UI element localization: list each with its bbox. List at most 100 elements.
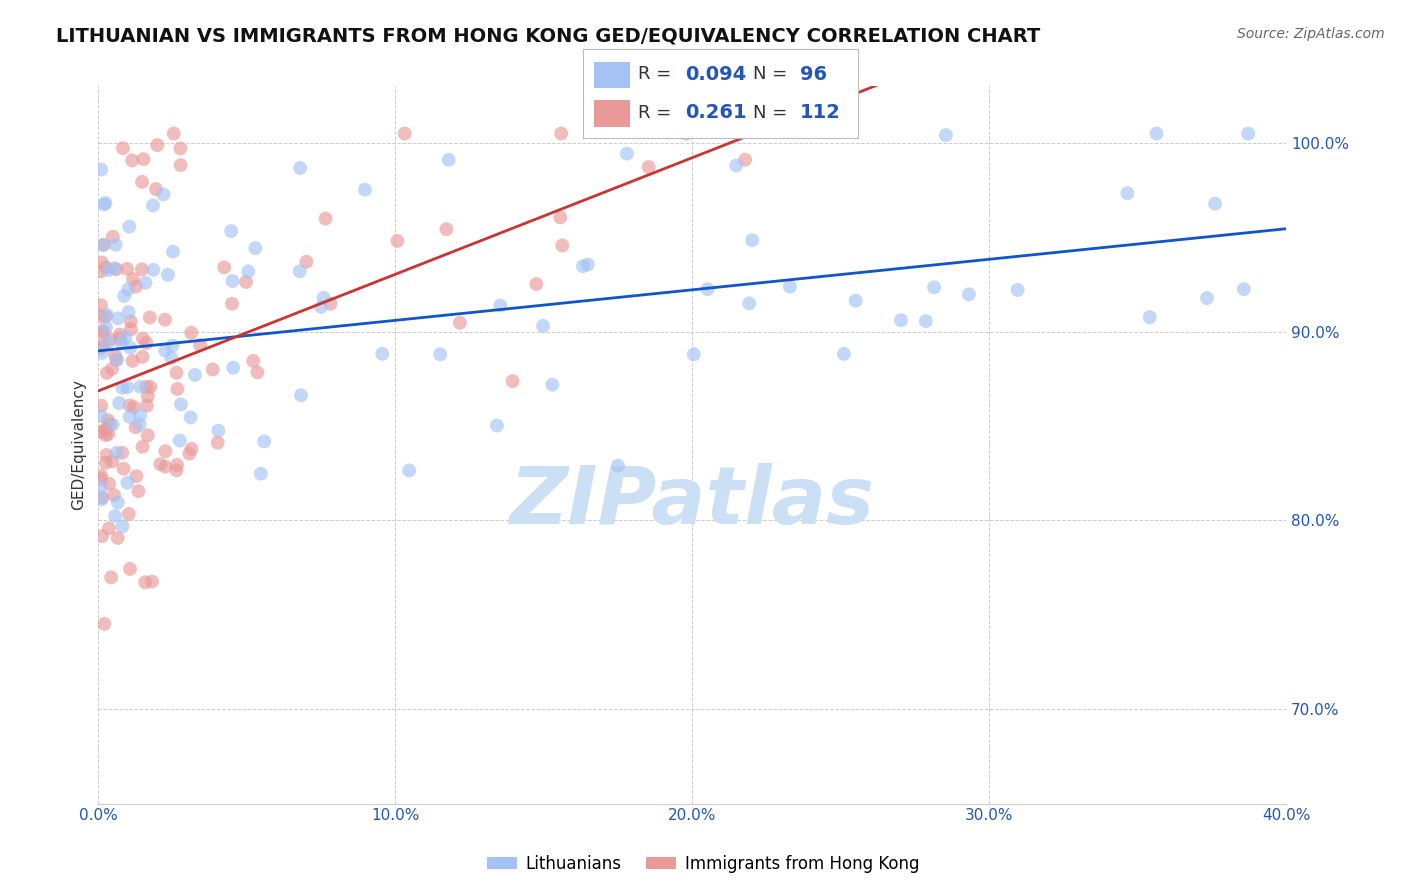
Point [114, 330, 136, 344]
Point [184, 368, 207, 382]
Point [309, 300, 332, 314]
Point [104, 237, 127, 252]
Point [111, 519, 134, 533]
Point [180, 442, 202, 456]
Point [104, 508, 127, 523]
Point [91, 237, 114, 252]
Point [398, 463, 420, 477]
Point [93, 616, 115, 631]
Point [637, 160, 659, 174]
Point [91, 339, 114, 353]
Point [245, 241, 267, 255]
Point [207, 435, 229, 450]
Point [100, 570, 122, 584]
Point [253, 434, 276, 449]
Text: LITHUANIAN VS IMMIGRANTS FROM HONG KONG GED/EQUIVALENCY CORRELATION CHART: LITHUANIAN VS IMMIGRANTS FROM HONG KONG … [56, 27, 1040, 45]
Point [246, 366, 269, 380]
Point [90, 341, 112, 355]
Point [110, 335, 132, 350]
Point [915, 314, 938, 328]
Point [128, 417, 150, 432]
Point [682, 347, 704, 361]
Point [129, 380, 152, 394]
Point [91, 490, 114, 504]
Point [155, 459, 177, 474]
Point [207, 424, 229, 438]
Point [101, 362, 124, 376]
Point [142, 263, 165, 277]
Text: R =: R = [638, 65, 678, 84]
Point [541, 377, 564, 392]
Point [139, 380, 162, 394]
Point [90, 255, 112, 269]
Point [295, 255, 318, 269]
Point [222, 360, 245, 375]
Point [97, 413, 120, 427]
Point [696, 282, 718, 296]
Point [112, 289, 135, 303]
Point [180, 410, 202, 425]
Point [100, 333, 122, 347]
Point [94, 428, 117, 442]
Point [1116, 186, 1139, 201]
Point [429, 347, 451, 361]
Point [91, 326, 114, 341]
Point [118, 507, 141, 521]
Point [890, 313, 912, 327]
Point [449, 316, 471, 330]
Point [124, 420, 146, 434]
Point [118, 219, 141, 234]
Point [93, 238, 115, 252]
Point [132, 332, 155, 346]
Legend: Lithuanians, Immigrants from Hong Kong: Lithuanians, Immigrants from Hong Kong [481, 848, 925, 880]
Point [235, 275, 257, 289]
Point [163, 127, 186, 141]
Point [120, 341, 142, 355]
Point [153, 312, 176, 326]
Point [105, 446, 128, 460]
Point [550, 211, 572, 225]
Point [238, 264, 260, 278]
Point [162, 339, 184, 353]
Point [91, 529, 114, 543]
Point [90, 298, 112, 312]
Point [935, 128, 957, 143]
Point [1195, 291, 1218, 305]
Point [118, 398, 141, 412]
Point [437, 153, 460, 167]
Text: N =: N = [754, 103, 793, 122]
Point [122, 272, 145, 286]
Point [90, 162, 112, 177]
Point [149, 457, 172, 471]
Point [111, 381, 134, 395]
Point [166, 458, 188, 472]
Point [179, 447, 201, 461]
Point [135, 380, 157, 394]
Point [90, 480, 112, 494]
Point [832, 347, 855, 361]
Point [97, 335, 120, 350]
Point [169, 158, 191, 172]
Point [134, 575, 156, 590]
Point [201, 362, 224, 376]
Point [90, 399, 112, 413]
Point [122, 400, 145, 414]
Point [97, 521, 120, 535]
Point [169, 434, 191, 448]
Point [141, 574, 163, 589]
Point [117, 305, 139, 319]
Point [105, 352, 128, 367]
Point [136, 428, 159, 442]
Point [170, 397, 193, 411]
Text: R =: R = [638, 103, 678, 122]
Point [108, 327, 131, 342]
Point [121, 354, 143, 368]
Y-axis label: GED/Equivalency: GED/Equivalency [72, 380, 86, 510]
Text: 112: 112 [800, 103, 841, 122]
Point [97, 427, 120, 442]
Point [94, 456, 117, 470]
Point [551, 238, 574, 252]
Point [142, 198, 165, 212]
Point [502, 374, 524, 388]
Point [103, 488, 125, 502]
